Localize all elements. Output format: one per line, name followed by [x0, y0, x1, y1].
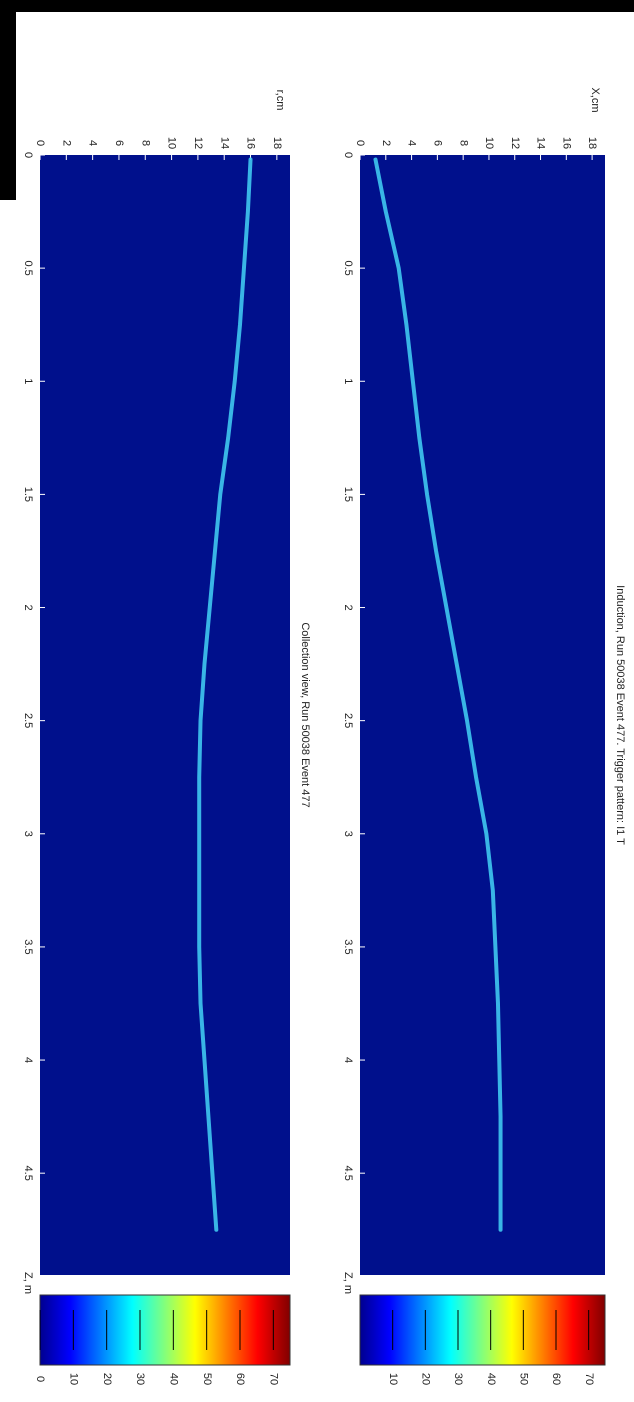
- colorbar: [39, 1294, 291, 1366]
- colorbar-tick-label: 30: [134, 1373, 146, 1385]
- colorbar-tick-label: 0: [34, 1376, 46, 1382]
- x-tick-label: 2: [22, 604, 34, 610]
- colorbar-tick-label: 20: [101, 1373, 113, 1385]
- colorbar: [359, 1294, 606, 1366]
- y-tick-label: 10: [483, 137, 495, 149]
- colorbar-tick-label: 40: [485, 1373, 497, 1385]
- plot-area: [40, 155, 290, 1275]
- x-tick-label: 2.5: [22, 713, 34, 728]
- colorbar-tick-label: 70: [267, 1373, 279, 1385]
- colorbar-tick-label: 10: [67, 1373, 79, 1385]
- colorbar-tick-label: 60: [234, 1373, 246, 1385]
- x-axis-label: Z, m: [342, 1272, 354, 1294]
- y-tick-label: 16: [245, 137, 257, 149]
- x-tick-label: 3: [342, 831, 354, 837]
- x-tick-label: 1.5: [342, 487, 354, 502]
- colorbar-tick-label: 50: [201, 1373, 213, 1385]
- plot-area: [360, 155, 605, 1275]
- y-tick-label: 6: [113, 140, 125, 146]
- track: [197, 157, 253, 1232]
- colorbar-tick-label: 20: [419, 1373, 431, 1385]
- x-tick-label: 0.5: [22, 260, 34, 275]
- y-tick-label: 4: [406, 140, 418, 146]
- x-tick-label: 1: [342, 378, 354, 384]
- y-tick-label: 8: [457, 140, 469, 146]
- colorbar-tick-label: 10: [387, 1373, 399, 1385]
- x-tick-label: 3: [22, 831, 34, 837]
- y-tick-label: 18: [586, 137, 598, 149]
- y-tick-label: 14: [535, 137, 547, 149]
- y-tick-label: 0: [34, 140, 46, 146]
- left-border: [0, 0, 16, 200]
- x-tick-label: 2: [342, 604, 354, 610]
- x-tick-label: 4: [22, 1057, 34, 1063]
- y-tick-label: 12: [509, 137, 521, 149]
- y-axis-label: X,cm: [589, 87, 601, 112]
- x-tick-label: 4.5: [342, 1166, 354, 1181]
- colorbar-tick-label: 60: [550, 1373, 562, 1385]
- rotated-figure: Induction, Run 50038 Event 477. Trigger …: [22, 87, 626, 1385]
- x-tick-label: 1: [22, 378, 34, 384]
- y-tick-label: 6: [431, 140, 443, 146]
- y-tick-label: 14: [218, 137, 230, 149]
- x-tick-label: 1.5: [22, 487, 34, 502]
- colorbar-tick-label: 40: [167, 1373, 179, 1385]
- x-axis-label: Z, m: [22, 1272, 34, 1294]
- x-tick-label: 3.5: [342, 939, 354, 954]
- chart-title: Collection view, Run 50038 Event 477: [299, 622, 311, 807]
- y-tick-label: 2: [380, 140, 392, 146]
- y-tick-label: 2: [60, 140, 72, 146]
- x-tick-label: 4.5: [22, 1166, 34, 1181]
- track: [373, 157, 503, 1232]
- y-tick-label: 10: [166, 137, 178, 149]
- y-tick-label: 4: [87, 140, 99, 146]
- chart-title: Induction, Run 50038 Event 477. Trigger …: [614, 585, 626, 845]
- colorbar-tick-label: 30: [452, 1373, 464, 1385]
- y-axis-label: r,cm: [274, 90, 286, 111]
- y-tick-label: 18: [271, 137, 283, 149]
- y-tick-label: 12: [192, 137, 204, 149]
- x-tick-label: 0: [22, 152, 34, 158]
- x-tick-label: 0.5: [342, 260, 354, 275]
- x-tick-label: 0: [342, 152, 354, 158]
- y-tick-label: 0: [354, 140, 366, 146]
- x-tick-label: 2.5: [342, 713, 354, 728]
- x-tick-label: 3.5: [22, 939, 34, 954]
- y-tick-label: 16: [560, 137, 572, 149]
- colorbar-tick-label: 70: [583, 1373, 595, 1385]
- colorbar-tick-label: 50: [517, 1373, 529, 1385]
- y-tick-label: 8: [139, 140, 151, 146]
- x-tick-label: 4: [342, 1057, 354, 1063]
- top-border: [0, 0, 634, 12]
